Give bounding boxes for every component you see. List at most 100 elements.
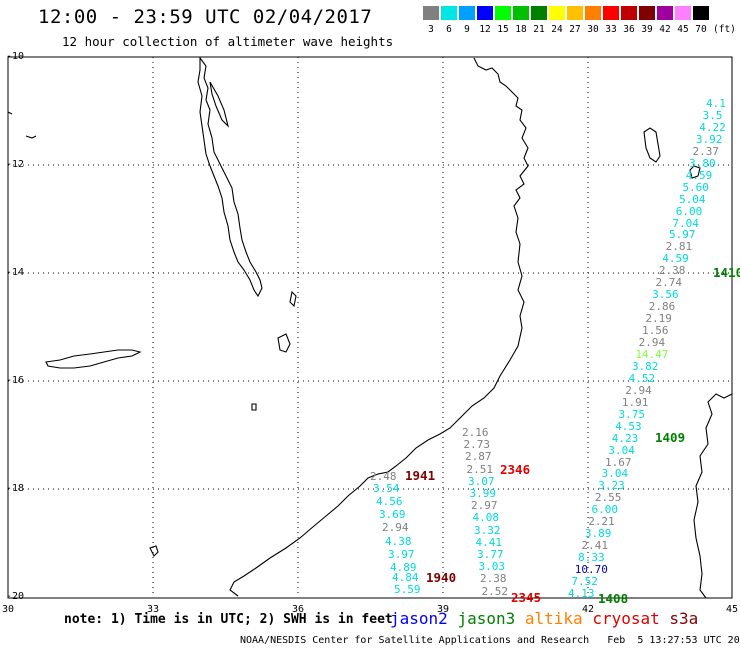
colorbar-swatch	[621, 6, 637, 20]
map-title: 12:00 - 23:59 UTC 02/04/2017	[38, 6, 373, 28]
wave-height-value: 3.32	[474, 523, 501, 537]
longitude-label: 45	[726, 604, 739, 615]
pass-time-label: 1941	[405, 468, 436, 483]
colorbar-label: 9	[464, 24, 470, 35]
satellite-legend: jason2 jason3 altika cryosat s3a	[390, 609, 698, 628]
pass-time-label: 2346	[500, 462, 531, 477]
wave-height-value: 2.81	[665, 240, 693, 254]
wave-height-value: 3.92	[695, 132, 723, 146]
wave-height-value: 2.86	[648, 300, 676, 314]
wave-height-value: 2.21	[588, 515, 615, 529]
map-subtitle: 12 hour collection of altimeter wave hei…	[62, 34, 394, 49]
colorbar-label: 15	[497, 24, 509, 35]
wave-height-value: 3.07	[468, 474, 495, 488]
colorbar-swatch	[495, 6, 511, 20]
legend-jason2: jason2	[390, 609, 458, 628]
colorbar-label: 30	[587, 24, 599, 35]
colorbar-label: 45	[677, 24, 689, 35]
lake-kariba	[45, 349, 142, 369]
colorbar-swatch	[657, 6, 673, 20]
colorbar-swatch	[513, 6, 529, 20]
colorbar-swatch	[549, 6, 565, 20]
colorbar-swatch	[675, 6, 691, 20]
wave-height-value: 5.59	[394, 583, 421, 596]
wave-height-value: 3.56	[652, 288, 679, 302]
wave-height-value: 4.52	[628, 371, 656, 385]
colorbar-label: 12	[479, 24, 491, 35]
wave-height-value: 4.41	[475, 535, 503, 549]
wave-height-value: 3.82	[631, 359, 659, 373]
colorbar-label: 6	[446, 24, 452, 35]
longitude-label: 30	[2, 604, 15, 615]
colorbar-swatch	[585, 6, 601, 20]
colorbar-label: 42	[659, 24, 671, 35]
colorbar-unit: (ft)	[713, 24, 736, 35]
wave-height-value: 2.52	[481, 584, 509, 598]
legend-jason3: jason3	[457, 609, 525, 628]
latitude-label: -12	[6, 159, 25, 170]
colorbar-swatch	[639, 6, 655, 20]
pass-time-label: 1408	[598, 591, 629, 606]
wave-height-value: 2.74	[655, 276, 683, 290]
wave-height-value: 1.56	[642, 324, 669, 338]
wave-height-value: 2.94	[638, 336, 666, 350]
wave-height-value: 2.87	[465, 450, 492, 464]
colorbar-swatch	[423, 6, 439, 20]
wave-height-value: 2.41	[581, 539, 608, 553]
wave-height-value: 3.69	[379, 508, 406, 521]
wave-height-value: 5.60	[682, 180, 709, 194]
wave-height-value: 4.38	[385, 535, 412, 548]
wave-height-value: 2.73	[463, 438, 491, 452]
wave-height-value: 3.75	[618, 407, 645, 421]
colorbar-swatch	[693, 6, 709, 20]
credit-timestamp: Feb 5 13:27:53 UTC 2017	[607, 635, 740, 646]
colorbar-swatch	[567, 6, 583, 20]
latitude-label: -14	[6, 267, 25, 278]
latitude-label: -18	[6, 483, 25, 494]
wave-height-value: 8.33	[578, 551, 605, 565]
wave-height-value: 2.38	[658, 264, 686, 278]
longitude-label: 39	[437, 604, 450, 615]
wave-height-value: 3.04	[608, 443, 635, 457]
footer-note: note: 1) Time is in UTC; 2) SWH is in fe…	[64, 612, 393, 627]
graticule	[8, 57, 732, 597]
wave-height-value: 6.00	[675, 204, 703, 218]
colorbar-label: 70	[695, 24, 707, 35]
wave-height-value: 2.94	[382, 521, 409, 534]
wave-height-value: 5.04	[679, 192, 706, 206]
wave-height-value: 4.08	[472, 511, 500, 525]
colorbar-swatch	[441, 6, 457, 20]
legend-altika: altika	[524, 609, 593, 628]
colorbar-swatch	[531, 6, 547, 20]
wave-height-value: 3.04	[601, 467, 629, 481]
colorbar-label: 33	[605, 24, 617, 35]
wave-height-value: 6.00	[591, 503, 619, 517]
wave-height-value: 2.97	[471, 499, 498, 513]
madagascar-coast	[693, 393, 733, 599]
colorbar-label: 36	[623, 24, 635, 35]
wave-height-value: 2.48	[370, 470, 397, 483]
pass-time-label: 1940	[426, 570, 457, 585]
pass-time-label: 2345	[511, 590, 542, 605]
wave-height-value: 3.54	[373, 482, 400, 495]
latitude-label: -20	[6, 591, 25, 602]
wave-height-value: 4.59	[685, 168, 713, 182]
legend-s3a: s3a	[669, 609, 699, 628]
wave-height-value: 7.04	[672, 216, 699, 230]
wave-height-value: 10.70	[574, 563, 608, 577]
wave-height-value: 14.47	[635, 347, 669, 361]
lake-chilwa	[277, 333, 291, 353]
map-frame	[7, 56, 733, 599]
wave-height-value: 3.03	[478, 560, 506, 574]
wave-height-value: 3.97	[388, 548, 415, 561]
wave-height-value: 1.91	[621, 395, 649, 409]
comoros-island	[643, 127, 661, 163]
wave-height-value: 7.52	[571, 575, 598, 589]
colorbar-swatch	[477, 6, 493, 20]
wave-height-value: 3.99	[469, 487, 497, 500]
latitude-label: -10	[6, 51, 25, 62]
wave-height-value: 4.56	[376, 495, 403, 508]
longitude-label: 42	[582, 604, 595, 615]
wave-height-value: 4.23	[611, 431, 639, 445]
